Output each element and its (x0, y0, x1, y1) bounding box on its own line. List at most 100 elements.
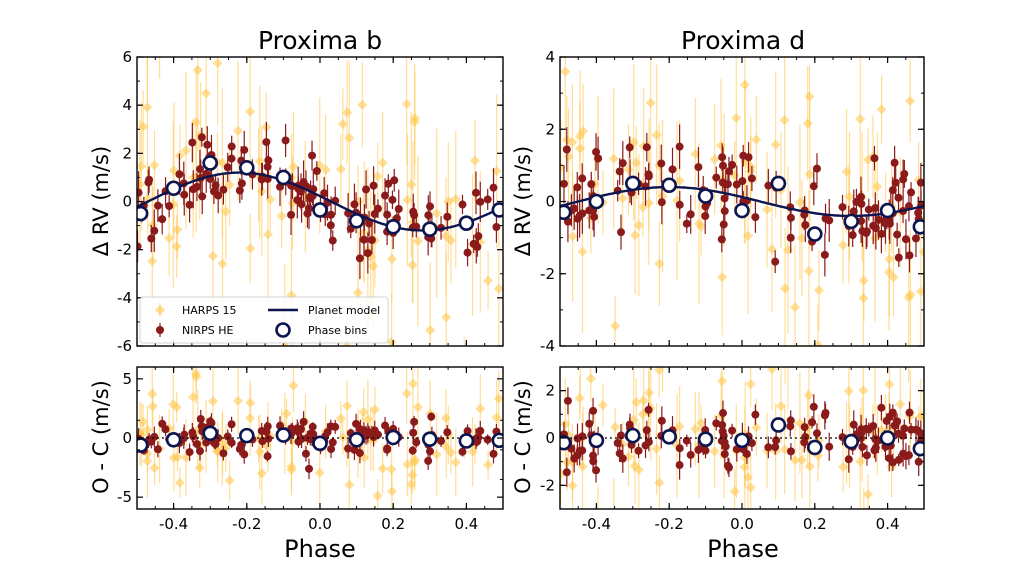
harps-point (372, 490, 383, 501)
phase-bin-point (843, 433, 860, 450)
nirps-point (642, 426, 651, 435)
harps-point (608, 153, 619, 164)
phase-bin-point (458, 215, 475, 231)
nirps-point (463, 248, 472, 257)
nirps-point (786, 447, 795, 456)
nirps-point (427, 412, 436, 421)
phase-bin-point (491, 432, 503, 449)
harps-point (633, 464, 644, 475)
nirps-point (458, 447, 467, 456)
harps-point (610, 422, 621, 433)
nirps-point (223, 163, 232, 172)
nirps-point (849, 420, 858, 429)
harps-point (696, 221, 707, 232)
nirps-point (355, 449, 364, 458)
harps-point (696, 418, 707, 429)
nirps-point (871, 224, 880, 233)
nirps-point (808, 418, 817, 427)
nirps-point (764, 181, 773, 190)
nirps-point (352, 419, 361, 428)
harps-point (149, 462, 160, 473)
x-axis-label: Phase (284, 535, 356, 563)
harps-point (220, 206, 231, 217)
nirps-point (668, 165, 677, 174)
harps-point (563, 151, 574, 162)
harps-point (344, 479, 355, 490)
nirps-point (870, 446, 879, 455)
nirps-point (617, 228, 626, 237)
nirps-point (720, 207, 729, 216)
nirps-point (426, 447, 435, 456)
phase-bin-point (734, 202, 750, 219)
bottom-y-axis-label: O - C (m/s) (511, 380, 535, 494)
nirps-point (718, 409, 727, 418)
nirps-point (489, 449, 498, 458)
phase-bin-point (239, 427, 255, 444)
phase-bin-point (624, 427, 641, 444)
nirps-point (675, 461, 684, 470)
harps-point (245, 397, 256, 408)
nirps-point (388, 195, 397, 204)
nirps-point (578, 209, 587, 218)
harps-point (762, 204, 773, 215)
harps-point (766, 244, 777, 255)
phase-bin-point (770, 175, 787, 192)
top-plot-area: -4 -2 0 2 4 (540, 48, 925, 355)
nirps-point (209, 187, 218, 196)
nirps-point (905, 251, 914, 260)
harps-point (445, 235, 456, 246)
nirps-point (800, 423, 809, 432)
nirps-point (644, 170, 653, 179)
nirps-point (412, 222, 421, 231)
legend-harps-marker (155, 305, 165, 315)
nirps-point (852, 197, 861, 206)
top-plot-area: -6 -4 -2 0 2 4 6 (117, 48, 504, 355)
nirps-point (894, 193, 903, 202)
harps-point (858, 275, 869, 286)
harps-point (335, 164, 346, 175)
phase-bin-point (202, 155, 218, 171)
harps-point (409, 454, 420, 465)
panel-proxima-b: Proxima b Δ RV (m/s) O - C (m/s) Phase -… (89, 26, 504, 563)
y-tick-label: 0 (122, 193, 132, 211)
nirps-point (262, 138, 271, 147)
harps-point (288, 161, 299, 172)
nirps-point (849, 207, 858, 216)
top-y-axis-label: Δ RV (m/s) (511, 146, 535, 256)
harps-point (402, 459, 413, 470)
nirps-point (394, 204, 403, 213)
harps-point (739, 462, 750, 473)
nirps-point (682, 436, 691, 445)
nirps-point (723, 461, 732, 470)
nirps-point (880, 216, 889, 225)
nirps-point (772, 436, 781, 445)
nirps-point (424, 456, 433, 465)
nirps-point (809, 402, 818, 411)
nirps-point (718, 153, 727, 162)
nirps-point (573, 183, 582, 192)
nirps-point (907, 188, 916, 197)
nirps-point (675, 444, 684, 453)
harps-point (320, 164, 331, 175)
nirps-point (301, 449, 310, 458)
top-data-layer (137, 57, 503, 346)
harps-point (377, 157, 388, 168)
nirps-point (294, 427, 303, 436)
harps-point (483, 459, 494, 470)
harps-point (491, 166, 502, 177)
nirps-point (306, 192, 315, 201)
harps-point (263, 229, 274, 240)
nirps-point (838, 203, 847, 212)
nirps-point (771, 257, 780, 266)
nirps-point (694, 163, 703, 172)
nirps-point (686, 450, 695, 459)
harps-point (783, 349, 793, 359)
harps-point (402, 194, 413, 205)
nirps-point (592, 147, 601, 156)
top-y-axis-label: Δ RV (m/s) (89, 146, 113, 256)
nirps-point (888, 408, 897, 417)
nirps-point (305, 204, 314, 213)
planet-model-line (137, 171, 503, 232)
nirps-point (483, 435, 492, 444)
y-tick-label: -5 (117, 488, 132, 506)
